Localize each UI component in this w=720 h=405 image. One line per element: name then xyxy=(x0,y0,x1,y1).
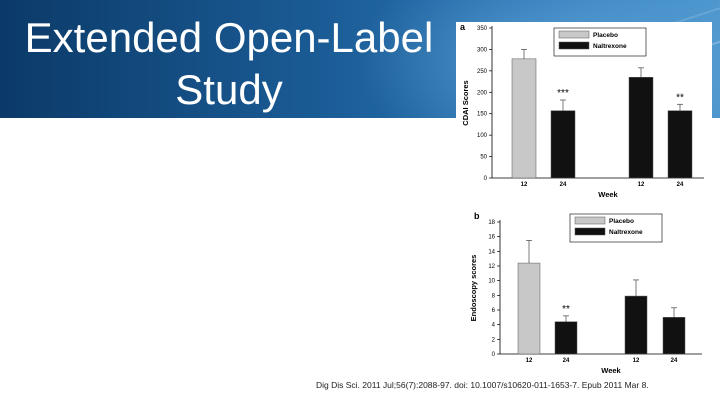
legend-label: Naltrexone xyxy=(593,43,627,50)
legend-swatch xyxy=(574,216,606,225)
chart-panel-a: a 0 50 100 150 200 250 300 350 CDAI Scores 12 24 12 2… xyxy=(456,22,712,200)
significance-label: *** xyxy=(557,88,569,99)
bar-placebo xyxy=(511,58,537,179)
slide-title-line-1: Extended Open-Label xyxy=(24,14,434,61)
legend-label: Placebo xyxy=(593,32,618,39)
x-tick-label: 12 xyxy=(521,182,528,188)
y-tick-label: 16 xyxy=(488,235,495,241)
y-tick-label: 12 xyxy=(488,264,495,270)
legend: Placebo Naltrexone xyxy=(553,27,647,57)
x-tick-label: 24 xyxy=(671,358,678,364)
legend-swatch xyxy=(558,41,590,50)
y-tick-label: 6 xyxy=(492,308,496,314)
x-axis-label: Week xyxy=(598,190,618,199)
bar-naltrexone xyxy=(554,321,578,355)
y-tick-label: 150 xyxy=(477,112,488,118)
citation-text: Dig Dis Sci. 2011 Jul;56(7):2088-97. doi… xyxy=(316,380,649,390)
y-tick-label: 14 xyxy=(488,249,495,255)
x-axis-label: Week xyxy=(601,366,621,375)
bar-placebo xyxy=(517,262,541,355)
y-tick-label: 8 xyxy=(492,293,496,299)
y-tick-label: 4 xyxy=(492,323,496,329)
y-tick-label: 0 xyxy=(492,352,496,358)
y-tick-label: 2 xyxy=(492,337,496,343)
y-tick-label: 10 xyxy=(488,279,495,285)
x-tick-label: 12 xyxy=(638,182,645,188)
legend-label: Placebo xyxy=(609,218,634,225)
y-tick-label: 200 xyxy=(477,90,488,96)
y-tick-label: 0 xyxy=(484,176,488,182)
y-axis-label: CDAI Scores xyxy=(461,80,470,125)
legend-swatch xyxy=(558,30,590,39)
cdai-chart: a 0 50 100 150 200 250 300 350 CDAI Scores 12 24 12 2… xyxy=(460,22,704,199)
y-tick-label: 100 xyxy=(477,133,488,139)
bar-naltrexone xyxy=(662,317,686,355)
significance-label: ** xyxy=(562,304,570,315)
y-tick-label: 300 xyxy=(477,47,488,53)
x-tick-label: 12 xyxy=(526,358,533,364)
x-tick-label: 12 xyxy=(633,358,640,364)
legend-swatch xyxy=(574,227,606,236)
x-tick-label: 24 xyxy=(560,182,567,188)
y-tick-label: 350 xyxy=(477,26,488,32)
legend: Placebo Naltrexone xyxy=(569,213,663,243)
y-tick-label: 18 xyxy=(488,220,495,226)
x-tick-label: 24 xyxy=(677,182,684,188)
y-tick-label: 250 xyxy=(477,69,488,75)
bar-naltrexone xyxy=(550,110,576,179)
x-tick-label: 24 xyxy=(563,358,570,364)
bar-naltrexone xyxy=(667,110,693,179)
bar-naltrexone xyxy=(628,77,654,179)
y-tick-label: 50 xyxy=(480,155,487,161)
slide-title-line-2: Study xyxy=(175,66,283,113)
bar-naltrexone xyxy=(624,295,648,355)
significance-label: ** xyxy=(676,92,684,103)
panel-label: b xyxy=(474,211,480,221)
y-axis-label: Endoscopy scores xyxy=(470,255,478,322)
legend-label: Naltrexone xyxy=(609,229,643,236)
chart-panel-b: b 0 2 4 6 8 10 12 14 16 18 Endoscopy scores 12 24 12 24… xyxy=(469,208,710,376)
panel-label: a xyxy=(460,22,466,32)
slide-title: Extended Open-Label Study xyxy=(0,12,458,116)
